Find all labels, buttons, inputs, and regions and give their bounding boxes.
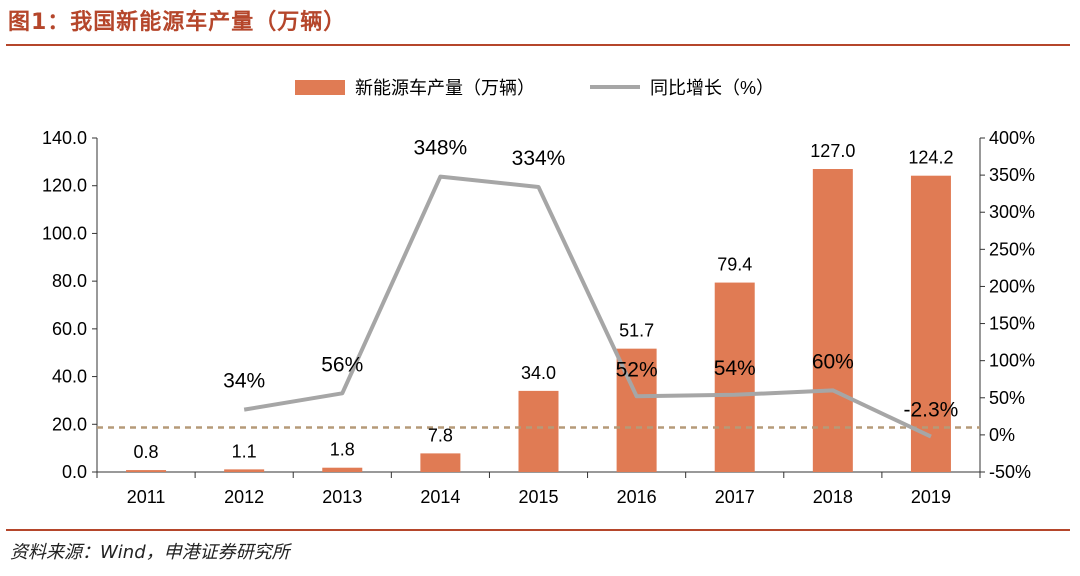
left-axis-tick-label: 0.0 (62, 462, 87, 482)
bar (126, 470, 167, 472)
bar-value-label: 34.0 (521, 363, 556, 383)
bar-value-label: 1.1 (232, 441, 257, 461)
bar-value-label: 127.0 (810, 141, 855, 161)
bar (518, 390, 559, 472)
right-axis-tick-label: 300% (989, 202, 1035, 222)
bar (714, 282, 755, 472)
growth-value-label: 56% (321, 353, 363, 376)
bar-value-label: 7.8 (428, 425, 453, 445)
left-axis-tick-label: 100.0 (42, 223, 87, 243)
legend-bar-label: 新能源车产量（万辆） (355, 78, 535, 98)
bar (812, 169, 853, 472)
right-axis-tick-label: 200% (989, 276, 1035, 296)
bar-value-label: 124.2 (908, 148, 953, 168)
left-axis-tick-label: 20.0 (52, 414, 87, 434)
x-axis-tick-label: 2018 (813, 487, 853, 507)
x-axis-tick-label: 2012 (224, 487, 264, 507)
x-axis-tick-label: 2017 (715, 487, 755, 507)
right-axis-tick-label: 150% (989, 314, 1035, 334)
x-axis-tick-label: 2013 (322, 487, 362, 507)
x-axis-tick-label: 2011 (127, 487, 166, 507)
page-title: 图1：我国新能源车产量（万辆） (8, 10, 347, 35)
right-axis-tick-label: 0% (989, 425, 1015, 445)
left-axis-tick-label: 120.0 (42, 176, 87, 196)
bar (322, 467, 363, 472)
growth-value-label: 54% (714, 357, 756, 380)
bar-value-label: 51.7 (619, 321, 654, 341)
bar-value-label: 1.8 (330, 440, 355, 460)
growth-value-label: 34% (223, 370, 265, 393)
x-axis-tick-label: 2015 (518, 487, 558, 507)
left-axis-tick-label: 60.0 (52, 319, 87, 339)
growth-value-label: 60% (812, 350, 854, 373)
footer-rule (6, 529, 1070, 531)
bar (224, 469, 265, 472)
growth-value-label: 52% (616, 358, 658, 381)
right-axis-tick-label: 400% (989, 128, 1035, 148)
right-axis-tick-label: 50% (989, 388, 1025, 408)
right-axis-tick-label: -50% (989, 462, 1031, 482)
right-axis-tick-label: 350% (989, 165, 1035, 185)
growth-value-label: 348% (414, 137, 468, 160)
left-axis-tick-label: 40.0 (52, 367, 87, 387)
bar-value-label: 0.8 (134, 442, 159, 462)
right-axis-tick-label: 100% (989, 351, 1035, 371)
title-rule (6, 44, 1070, 46)
bar (910, 175, 951, 473)
legend-bar-swatch (295, 80, 345, 95)
legend-line-label: 同比增长（%） (650, 78, 774, 98)
left-axis-tick-label: 80.0 (52, 271, 87, 291)
x-axis-tick-label: 2019 (911, 487, 951, 507)
growth-line (243, 174, 932, 439)
bar-value-label: 79.4 (717, 255, 752, 275)
right-axis-tick-label: 250% (989, 239, 1035, 259)
growth-value-label: 334% (512, 147, 566, 170)
left-axis-tick-label: 140.0 (42, 128, 87, 148)
x-axis-tick-label: 2016 (617, 487, 657, 507)
source-note: 资料来源：Wind，申港证券研究所 (10, 542, 290, 563)
growth-value-label: -2.3% (904, 399, 959, 422)
bar (420, 453, 461, 472)
x-axis-tick-label: 2014 (420, 487, 460, 507)
